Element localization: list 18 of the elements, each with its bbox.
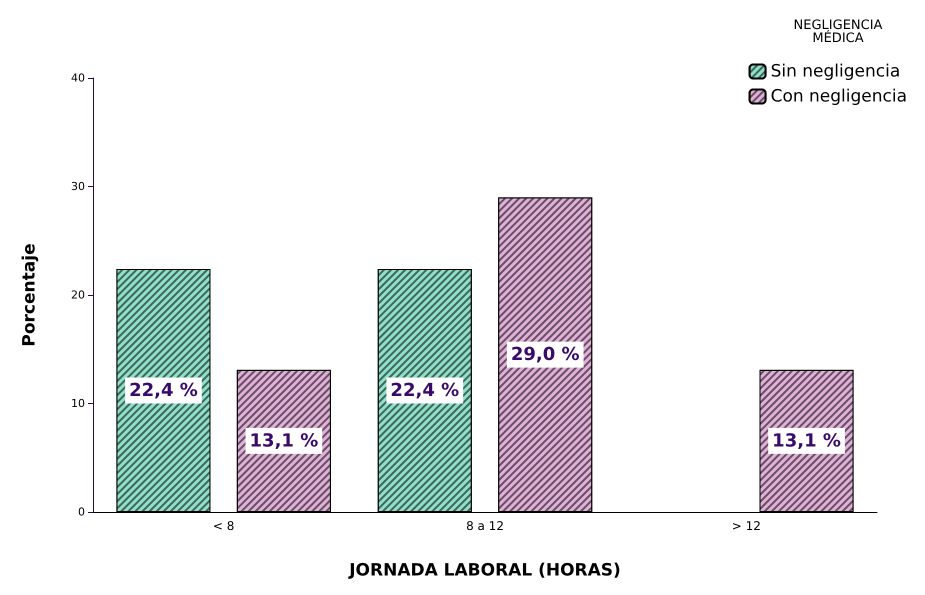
y-tick-label: 0 <box>78 506 85 518</box>
y-axis-title: Porcentaje <box>20 243 40 347</box>
data-label: 29,0 % <box>510 344 580 366</box>
data-label: 22,4 % <box>129 380 198 401</box>
data-label: 13,1 % <box>250 430 318 452</box>
y-tick-label: 30 <box>71 180 85 193</box>
x-tick-label: 8 a 12 <box>466 519 504 533</box>
data-label: 13,1 % <box>772 430 841 452</box>
x-axis-title: JORNADA LABORAL (HORAS) <box>348 560 621 580</box>
legend-title: NEGLIGENCIA MÉDICA <box>794 18 883 46</box>
data-label: 22,4 % <box>390 380 460 401</box>
y-tick-label: 40 <box>71 72 85 84</box>
legend-label: Sin negligencia <box>770 62 900 82</box>
y-tick-label: 20 <box>71 288 85 302</box>
legend-label: Con negligencia <box>770 86 908 106</box>
x-tick-label: > 12 <box>732 519 761 533</box>
y-tick-label: 10 <box>71 397 85 410</box>
x-tick-label: < 8 <box>212 519 234 533</box>
